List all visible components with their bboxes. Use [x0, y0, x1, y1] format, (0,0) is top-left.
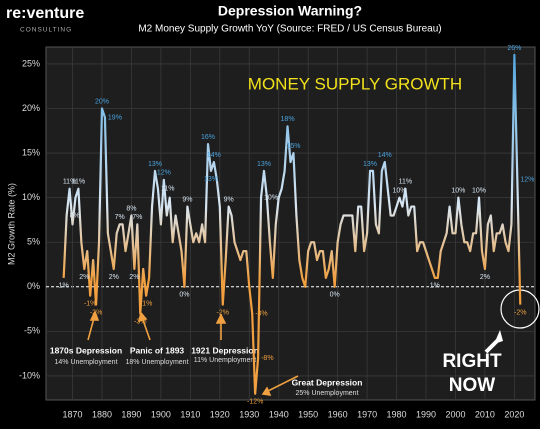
data-label: -2%: [514, 309, 526, 316]
data-label: 1%: [430, 283, 440, 290]
data-label: 2%: [129, 274, 139, 281]
data-label: 11%: [63, 179, 77, 186]
callout-arrow: [484, 330, 503, 354]
data-label: 10%: [392, 187, 406, 194]
headline: MONEY SUPPLY GROWTH: [248, 74, 462, 93]
data-label: -2%: [217, 309, 229, 316]
x-tick-label: 1980: [387, 409, 407, 419]
annotation-arrows: [87, 310, 299, 396]
x-tick-label: 1910: [180, 409, 200, 419]
callout: RIGHT: [442, 351, 502, 372]
y-tick-label: -10%: [19, 370, 40, 380]
data-line: [62, 53, 522, 395]
x-tick-label: 1990: [416, 409, 436, 419]
data-label: 1%: [59, 283, 69, 290]
annotation-title: 1870s Depression: [50, 345, 122, 355]
annotation-title: 1921 Depression: [191, 345, 259, 355]
y-tick-label: 15%: [22, 147, 40, 157]
logo: re:venture: [6, 5, 84, 22]
data-label: 19%: [108, 114, 122, 121]
data-label: 16%: [201, 134, 215, 141]
callout: NOW: [449, 375, 496, 396]
data-label: 11%: [72, 179, 86, 186]
x-tick-label: 1930: [239, 409, 259, 419]
data-label: 13%: [363, 161, 377, 168]
data-label: 11%: [161, 186, 175, 193]
data-label: 14%: [378, 152, 392, 159]
data-label: -12%: [247, 399, 263, 406]
y-tick-label: 0%: [27, 281, 40, 291]
data-label: 13%: [148, 161, 162, 168]
data-label: 10%: [264, 194, 278, 201]
data-label: -3%: [255, 310, 267, 317]
chart-subtitle: M2 Money Supply Growth YoY (Source: FRED…: [138, 24, 441, 35]
x-tick-label: 1960: [328, 409, 348, 419]
logo-tagline: CONSULTING: [20, 27, 72, 34]
annotation-subtitle: 11% Unemployment: [194, 357, 257, 364]
x-tick-label: 2010: [475, 409, 495, 419]
data-label: 13%: [204, 176, 218, 183]
chart-title: Depression Warning?: [218, 3, 362, 19]
y-axis-label: M2 Growth Rate (%): [6, 183, 16, 265]
y-tick-label: 10%: [22, 192, 40, 202]
data-label: 0%: [179, 292, 189, 299]
data-label: 8%: [126, 205, 136, 212]
data-label: -3%: [134, 318, 146, 325]
plot-area: [45, 46, 536, 401]
annotation-subtitle: 18% Unemployment: [125, 359, 188, 366]
data-label: -8%: [261, 355, 273, 362]
data-label: 0%: [330, 292, 340, 299]
y-tick-label: 25%: [22, 58, 40, 68]
data-label: 11%: [399, 179, 413, 186]
annotation-subtitle: 25% Unemployment: [295, 390, 358, 397]
data-label: 2%: [109, 274, 119, 281]
data-label: 15%: [286, 143, 300, 150]
data-label: 2%: [79, 274, 89, 281]
data-label: 14%: [207, 152, 221, 159]
data-label: 9%: [182, 196, 192, 203]
data-label: 7%: [132, 214, 142, 221]
data-label: 7%: [115, 214, 125, 221]
x-tick-label: 2000: [445, 409, 465, 419]
annotation-title: Great Depression: [292, 377, 363, 387]
data-label: 12%: [520, 177, 534, 184]
x-tick-label: 1920: [210, 409, 230, 419]
data-label: 18%: [281, 116, 295, 123]
data-label: -2%: [90, 309, 102, 316]
x-tick-label: 1890: [121, 409, 141, 419]
x-tick-label: 1900: [151, 409, 171, 419]
data-label: 9%: [224, 196, 234, 203]
data-label: 26%: [507, 45, 521, 52]
y-tick-label: 20%: [22, 103, 40, 113]
data-label: -1%: [140, 301, 152, 308]
annotation-title: Panic of 1893: [130, 345, 185, 355]
x-tick-label: 1880: [92, 409, 112, 419]
annotation-subtitle: 14% Unemployment: [54, 359, 117, 366]
data-label: 10%: [451, 187, 465, 194]
data-label: 20%: [95, 98, 109, 105]
x-tick-label: 1940: [269, 409, 289, 419]
x-tick-label: 2020: [504, 409, 524, 419]
x-tick-label: 1870: [62, 409, 82, 419]
data-label: 13%: [257, 161, 271, 168]
data-label: 8%: [70, 212, 80, 219]
y-tick-label: -5%: [24, 326, 40, 336]
data-label: 12%: [157, 170, 171, 177]
x-tick-label: 1970: [357, 409, 377, 419]
data-label: 10%: [472, 187, 486, 194]
data-label: -1%: [84, 301, 96, 308]
y-tick-label: 5%: [27, 237, 40, 247]
data-label: 2%: [480, 274, 490, 281]
x-tick-label: 1950: [298, 409, 318, 419]
